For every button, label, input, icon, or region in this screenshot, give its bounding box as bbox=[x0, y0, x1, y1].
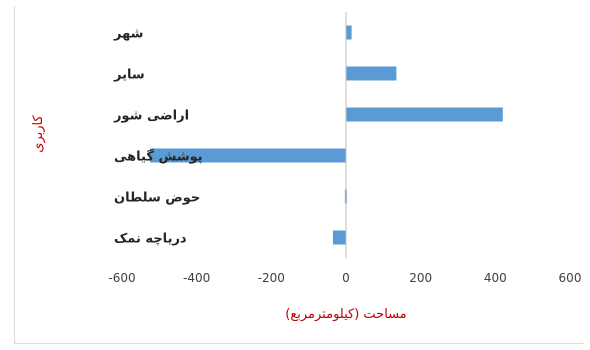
category-label-4: حوض سلطان bbox=[114, 191, 200, 206]
category-label-1: سایر bbox=[113, 68, 145, 83]
x-tick-labels: -600 -400 -200 0 200 400 600 bbox=[108, 271, 581, 285]
chart-frame bbox=[14, 6, 584, 344]
bar-0 bbox=[346, 25, 352, 40]
category-label-0: شهر bbox=[113, 27, 143, 42]
bars-group bbox=[150, 25, 503, 245]
category-labels: شهر سایر اراضی شور پوشش گیاهی حوض سلطان دریاچ… bbox=[113, 27, 203, 247]
x-tick-label-5: 400 bbox=[484, 271, 507, 285]
category-label-5: دریاچه نمک bbox=[114, 232, 187, 247]
bar-3 bbox=[150, 148, 346, 163]
category-label-3: پوشش گیاهی bbox=[114, 149, 203, 165]
y-axis-title: کاربری bbox=[31, 114, 46, 152]
bar-5 bbox=[332, 230, 346, 245]
x-tick-label-6: 600 bbox=[559, 271, 582, 285]
bar-1 bbox=[346, 66, 397, 81]
x-tick-label-1: -400 bbox=[183, 271, 210, 285]
x-tick-label-3: 0 bbox=[342, 271, 350, 285]
x-tick-label-0: -600 bbox=[108, 271, 135, 285]
x-axis-title: مساحت (کیلومترمربع) bbox=[285, 307, 406, 322]
x-tick-label-2: -200 bbox=[258, 271, 285, 285]
bar-2 bbox=[346, 107, 503, 122]
category-label-2: اراضی شور bbox=[113, 109, 189, 124]
x-tick-label-4: 200 bbox=[409, 271, 432, 285]
